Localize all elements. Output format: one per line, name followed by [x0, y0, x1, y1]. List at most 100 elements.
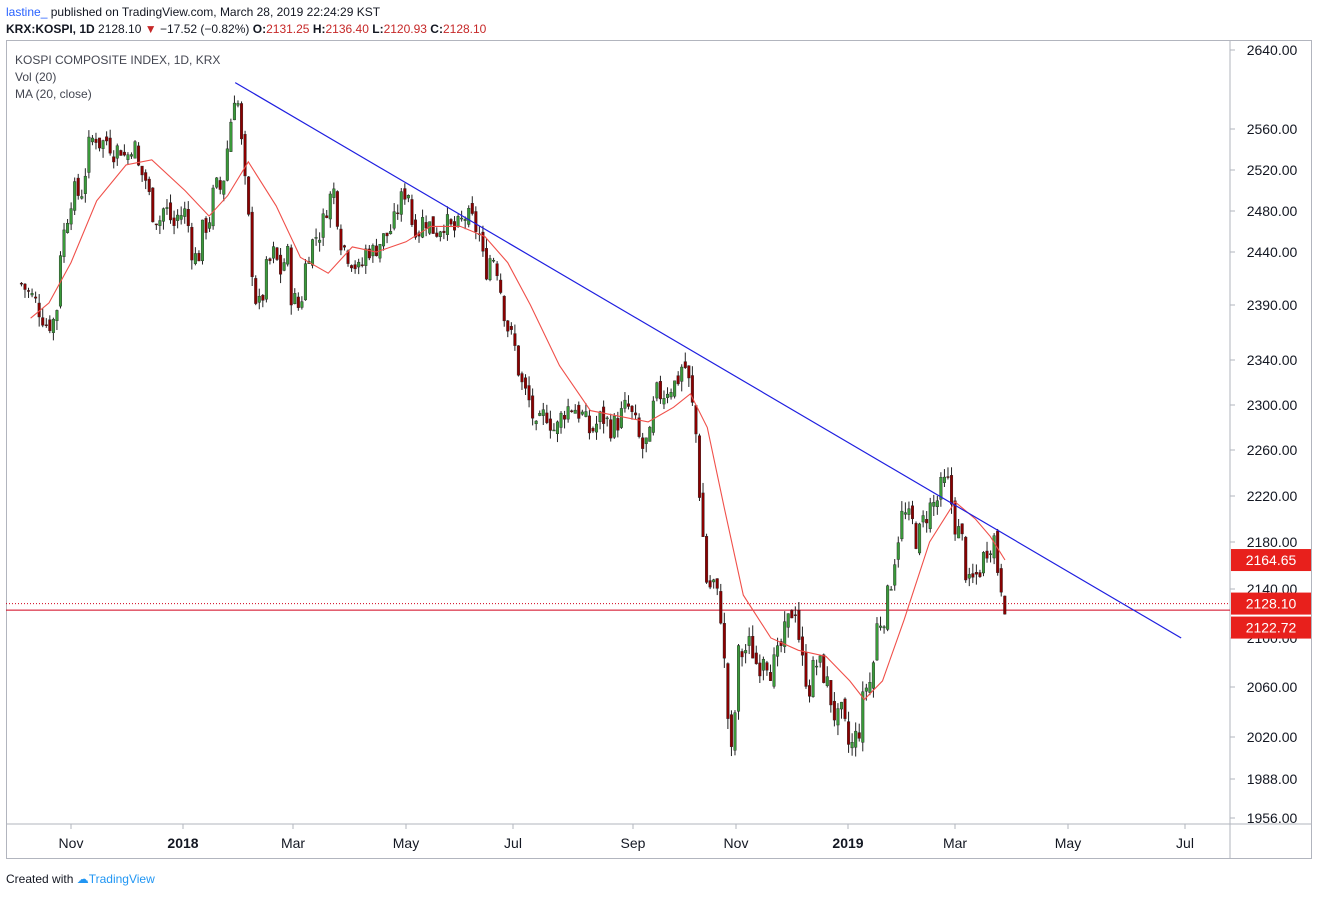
candle-body: [186, 209, 190, 227]
candle-body: [27, 290, 31, 292]
candle-body: [197, 252, 201, 262]
time-tick-label: May: [1055, 835, 1081, 851]
candle-body: [673, 380, 677, 397]
symbol-label: KRX:KOSPI, 1D: [6, 22, 95, 36]
candle-body: [541, 409, 545, 416]
candle-body: [729, 714, 733, 747]
publisher-name[interactable]: lastine_: [6, 5, 48, 19]
candle-body: [641, 437, 645, 449]
open-label: O:: [252, 22, 267, 36]
publisher-line: lastine_ published on TradingView.com, M…: [6, 5, 380, 19]
time-tick-label: Nov: [59, 835, 84, 851]
candle-body: [122, 151, 126, 156]
candle-body: [768, 672, 772, 681]
candle-body: [804, 652, 808, 687]
trendline[interactable]: [234, 82, 1182, 639]
candle-body: [825, 676, 829, 687]
candle-body: [115, 145, 119, 159]
candle-body: [921, 515, 925, 523]
candle-body: [154, 223, 158, 226]
candle-body: [158, 220, 162, 226]
candle-body: [651, 400, 655, 433]
tradingview-brand[interactable]: TradingView: [88, 872, 155, 886]
candle-body: [886, 585, 890, 630]
candle-body: [200, 219, 204, 262]
candle-body: [87, 136, 91, 173]
candle-body: [754, 652, 758, 665]
legend-title: KOSPI COMPOSITE INDEX, 1D, KRX: [15, 53, 221, 67]
candle-body: [538, 412, 542, 416]
created-with-label: Created with: [6, 872, 74, 886]
candle-body: [101, 140, 105, 149]
candle-body: [279, 254, 283, 275]
candle-body: [655, 382, 659, 399]
candle-body: [108, 137, 112, 154]
candle-body: [339, 228, 343, 251]
candle-body: [953, 500, 957, 535]
candle-body: [662, 398, 666, 405]
price-change: −17.52 (−0.82%): [160, 22, 250, 36]
candle-body: [410, 199, 414, 225]
candle-body: [864, 687, 868, 692]
candle-body: [957, 526, 961, 539]
candle-body: [619, 408, 623, 428]
candle-body: [555, 421, 559, 435]
time-tick-label: Mar: [281, 835, 305, 851]
candle-body: [357, 261, 361, 268]
candle-body: [399, 191, 403, 215]
candle-body: [999, 568, 1003, 593]
candle-body: [928, 502, 932, 529]
candle-body: [300, 301, 304, 308]
candle-body: [857, 732, 861, 739]
candle-body: [783, 621, 787, 647]
candle-body: [648, 426, 652, 442]
price-labels: 2164.65 2128.10 2122.72: [1231, 549, 1311, 639]
candle-body: [318, 239, 322, 243]
candle-body: [939, 476, 943, 500]
candle-body: [211, 187, 215, 227]
candle-body: [509, 325, 513, 330]
candle-body: [570, 410, 574, 412]
candle-body: [850, 741, 854, 749]
candle-body: [708, 580, 712, 588]
candle-body: [847, 721, 851, 745]
candle-body: [506, 320, 510, 332]
candle-body: [914, 523, 918, 549]
candle-body: [751, 636, 755, 659]
candle-body: [687, 365, 691, 379]
candle-body: [481, 231, 485, 252]
candle-body: [257, 295, 261, 303]
tradingview-logo-icon: ☁: [76, 872, 89, 886]
candle-body: [80, 196, 84, 199]
candle-body: [893, 564, 897, 586]
legend-volume[interactable]: Vol (20): [15, 70, 57, 84]
candle-body: [577, 404, 581, 419]
chart-frame[interactable]: [6, 40, 1312, 859]
candle-body: [374, 245, 378, 257]
candle-body: [236, 103, 240, 106]
candle-body: [545, 412, 549, 423]
candle-body: [815, 665, 819, 668]
candle-body: [382, 233, 386, 247]
candle-body: [996, 530, 1000, 573]
candle-body: [740, 651, 744, 658]
time-axis[interactable]: Nov 2018 Mar May Jul Sep Nov 2019 Mar May Jul: [59, 824, 1194, 851]
legend-ma[interactable]: MA (20, close): [15, 87, 92, 101]
candle-body: [332, 188, 336, 198]
candle-body: [626, 403, 630, 407]
candle-body: [605, 417, 609, 420]
candle-body: [563, 415, 567, 420]
candle-body: [254, 278, 258, 304]
ohlc-line: KRX:KOSPI, 1D 2128.10 ▼ −17.52 (−0.82%) …: [6, 22, 486, 36]
price-tick-label: 2390.00: [1247, 297, 1298, 313]
candle-body: [737, 645, 741, 712]
candle-body: [623, 399, 627, 409]
candle-body: [644, 437, 648, 444]
candle-body: [502, 295, 506, 322]
candle-body: [634, 412, 638, 416]
candle-body: [520, 373, 524, 383]
candle-body: [765, 662, 769, 671]
price-axis[interactable]: 1956.001988.002020.002060.002100.002140.…: [1230, 42, 1298, 826]
candle-body: [832, 700, 836, 721]
